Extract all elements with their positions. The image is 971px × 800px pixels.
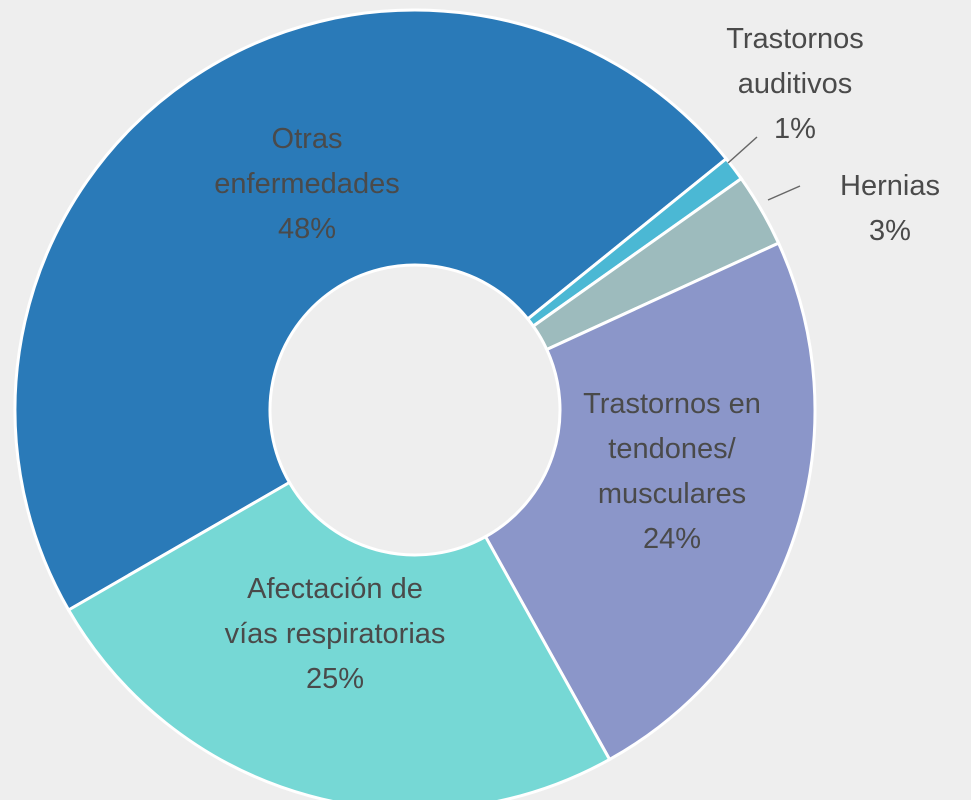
leader-line <box>727 136 758 164</box>
category-label: Hernias <box>840 170 940 202</box>
donut-slice <box>66 480 612 800</box>
value-label: 48% <box>277 213 337 245</box>
slice-label: Afectación de vías respiratorias 25% <box>220 567 450 702</box>
leader-line <box>767 185 801 201</box>
value-label: 1% <box>774 113 816 145</box>
category-label: Trastornos en tendones/ musculares <box>583 388 761 510</box>
value-label: 25% <box>305 663 365 695</box>
category-label: Afectación de vías respiratorias <box>224 573 446 650</box>
slice-label: Hernias 3% <box>775 164 971 254</box>
value-label: 3% <box>869 215 911 247</box>
value-label: 24% <box>642 523 702 555</box>
category-label: Trastornos auditivos <box>726 23 864 100</box>
slice-label: Otras enfermedades 48% <box>192 117 422 252</box>
category-label: Otras enfermedades <box>214 123 400 200</box>
slice-label: Trastornos en tendones/ musculares 24% <box>557 382 787 562</box>
slice-label: Trastornos auditivos 1% <box>680 17 910 152</box>
donut-slice <box>13 8 729 613</box>
donut-slice <box>483 241 817 762</box>
